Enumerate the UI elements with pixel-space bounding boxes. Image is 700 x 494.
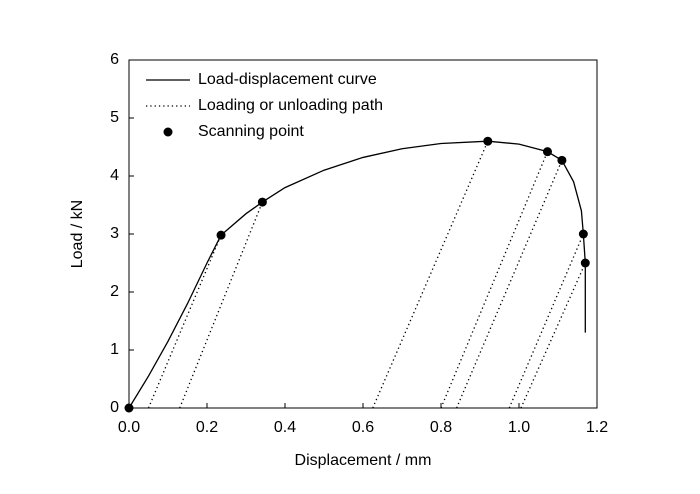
y-tick-label: 0 xyxy=(110,399,119,416)
x-tick-label: 0.6 xyxy=(352,419,374,436)
y-tick-label: 3 xyxy=(110,225,119,242)
series-line xyxy=(147,140,586,409)
legend-label: Scanning point xyxy=(198,123,304,140)
legend-label: Loading or unloading path xyxy=(198,97,383,114)
x-tick-label: 0.4 xyxy=(274,419,296,436)
scan-point xyxy=(578,229,588,239)
x-tick-label: 1.0 xyxy=(508,419,530,436)
y-tick-label: 1 xyxy=(110,341,119,358)
x-axis-label: Displacement / mm xyxy=(295,452,432,469)
y-tick-label: 5 xyxy=(110,109,119,126)
scan-point xyxy=(580,258,590,268)
y-axis-label: Load / kN xyxy=(69,200,86,268)
scan-point xyxy=(124,403,134,413)
scan-point xyxy=(542,147,552,157)
y-tick-label: 6 xyxy=(110,51,119,68)
series-line xyxy=(128,140,586,409)
legend-label: Load-displacement curve xyxy=(198,71,377,88)
y-tick-label: 4 xyxy=(110,167,119,184)
scan-point xyxy=(257,197,267,207)
y-tick-label: 2 xyxy=(110,283,119,300)
scan-point xyxy=(216,230,226,240)
x-tick-label: 1.2 xyxy=(586,419,608,436)
x-tick-label: 0.2 xyxy=(196,419,218,436)
x-tick-label: 0.8 xyxy=(430,419,452,436)
legend-swatch xyxy=(163,127,173,137)
scan-point xyxy=(483,136,493,146)
scan-point xyxy=(557,155,567,165)
x-tick-label: 0.0 xyxy=(118,419,140,436)
